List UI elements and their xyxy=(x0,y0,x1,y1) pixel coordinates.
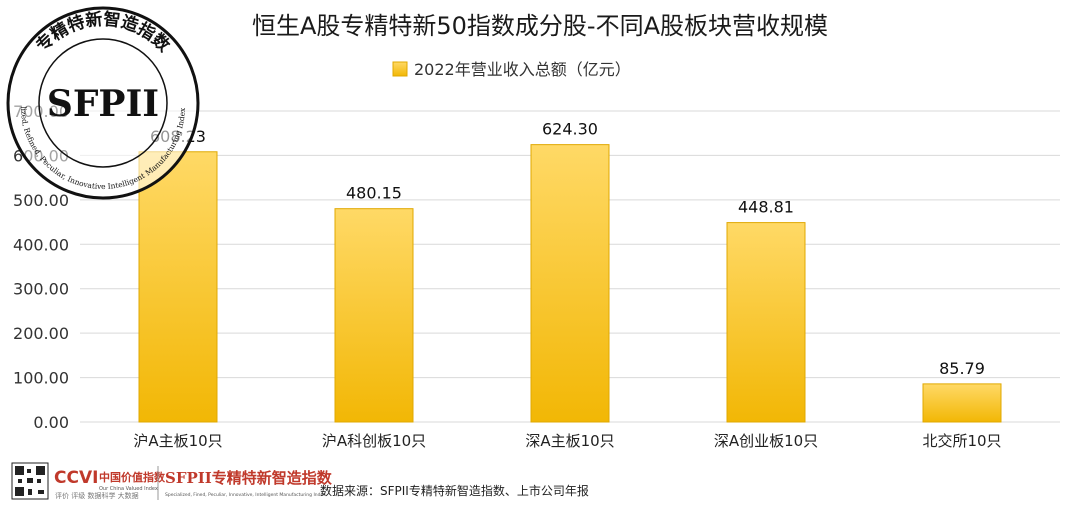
ccvi-subtitle: 评价 评级 数据科学 大数据 xyxy=(55,491,139,500)
stamp-outer-ring xyxy=(6,6,200,200)
x-axis: 沪A主板10只 沪A科创板10只 深A主板10只 深A创业板10只 北交所10只 xyxy=(133,432,1001,450)
data-label: 480.15 xyxy=(346,184,402,203)
x-tick-label: 沪A主板10只 xyxy=(133,432,222,450)
legend-label: 2022年营业收入总额（亿元） xyxy=(414,60,631,79)
data-source: 数据来源：SFPII专精特新智造指数、上市公司年报 xyxy=(320,483,589,498)
ccvi-name-cn: 中国价值指数 xyxy=(99,470,166,484)
y-tick-label: 400.00 xyxy=(13,235,69,254)
footer: CCVI 中国价值指数 Our China Valued Index 评价 评级… xyxy=(11,462,589,500)
data-label: 85.79 xyxy=(939,359,985,378)
y-tick-label: 100.00 xyxy=(13,369,69,388)
bar xyxy=(922,383,1002,423)
data-label: 448.81 xyxy=(738,198,794,217)
legend: 2022年营业收入总额（亿元） xyxy=(392,60,631,79)
ccvi-logo: CCVI xyxy=(54,468,98,488)
bars xyxy=(138,144,1002,423)
x-tick-label: 沪A科创板10只 xyxy=(322,432,426,450)
y-tick-label: 200.00 xyxy=(13,324,69,343)
y-tick-label: 300.00 xyxy=(13,280,69,299)
chart-title: 恒生A股专精特新50指数成分股-不同A股板块营收规模 xyxy=(252,12,828,40)
qr-code-icon xyxy=(11,462,49,500)
y-tick-label: 0.00 xyxy=(33,413,69,432)
sfpii-name-en: Specialized, Fined, Peculiar, Innovative… xyxy=(165,492,326,498)
data-label: 624.30 xyxy=(542,120,598,139)
stamp-center-text: SFPII xyxy=(47,83,159,125)
bar xyxy=(334,208,414,423)
x-tick-label: 深A创业板10只 xyxy=(714,432,818,450)
bar xyxy=(726,222,806,423)
bar xyxy=(530,144,610,423)
sfpii-stamp: 专精特新智造指数 Specialized, Refined, Peculiar,… xyxy=(6,6,200,200)
stamp-inner-ring xyxy=(38,38,168,168)
x-tick-label: 深A主板10只 xyxy=(525,432,614,450)
legend-swatch xyxy=(392,61,408,77)
bar xyxy=(138,151,218,423)
sfpii-logo: SFPII专精特新智造指数 xyxy=(165,469,333,487)
ccvi-name-en: Our China Valued Index xyxy=(99,486,158,492)
y-tick-label: 500.00 xyxy=(13,191,69,210)
x-tick-label: 北交所10只 xyxy=(922,432,1001,450)
